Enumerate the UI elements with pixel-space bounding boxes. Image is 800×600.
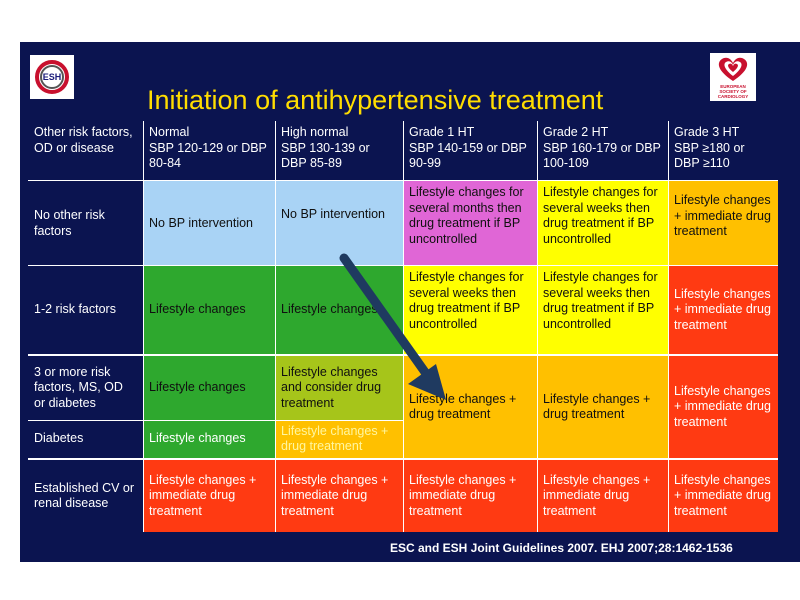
grid-line: [403, 121, 404, 532]
cell-row1-grade1: Lifestyle changes for several months the…: [403, 181, 537, 266]
grid-line: [275, 121, 276, 532]
row-label-established-cv: Established CV or renal disease: [34, 480, 135, 511]
cell-row3-normal: Lifestyle changes: [143, 356, 275, 420]
cell-row2-grade1: Lifestyle changes for several weeks then…: [403, 266, 537, 354]
cell-row5-grade2: Lifestyle changes + immediate drug treat…: [537, 460, 668, 532]
cell-row2-normal: Lifestyle changes: [143, 266, 275, 354]
column-header-high-normal: High normal SBP 130-139 or DBP 85-89: [275, 121, 403, 179]
esh-logo-icon: ESH: [30, 55, 74, 99]
column-subheading: SBP 130-139 or DBP 85-89: [281, 140, 370, 171]
cell-row2-grade2: Lifestyle changes for several weeks then…: [537, 266, 668, 354]
cell-row1-normal: No BP intervention: [143, 181, 275, 266]
cell-row5-grade1: Lifestyle changes + immediate drug treat…: [403, 460, 537, 532]
grid-line: [668, 121, 669, 532]
row-label-1-2-risk: 1-2 risk factors: [34, 302, 116, 317]
column-heading: Normal: [149, 125, 190, 139]
column-header-grade1: Grade 1 HT SBP 140-159 or DBP 90-99: [403, 121, 537, 179]
cell-row5-grade3: Lifestyle changes + immediate drug treat…: [668, 460, 778, 532]
cell-row3-grade3: Lifestyle changes + immediate drug treat…: [668, 356, 778, 458]
cell-row3-grade2: Lifestyle changes + drug treatment: [537, 356, 668, 458]
citation-footer: ESC and ESH Joint Guidelines 2007. EHJ 2…: [390, 541, 733, 555]
grid-line: [28, 420, 403, 421]
svg-text:ESH: ESH: [43, 72, 62, 82]
row-label-3-or-more: 3 or more risk factors, MS, OD or diabet…: [34, 364, 123, 410]
column-subheading: SBP 120-129 or DBP 80-84: [149, 140, 267, 171]
cell-row2-grade3: Lifestyle changes + immediate drug treat…: [668, 266, 778, 354]
row-label-diabetes: Diabetes: [34, 431, 84, 446]
column-header-grade3: Grade 3 HT SBP ≥180 or DBP ≥110: [668, 121, 778, 179]
cell-row1-grade2: Lifestyle changes for several weeks then…: [537, 181, 668, 266]
cell-diabetes-normal: Lifestyle changes: [143, 420, 275, 458]
column-header-grade2: Grade 2 HT SBP 160-179 or DBP 100-109: [537, 121, 668, 179]
row-label-no-risk: No other risk factors: [34, 208, 105, 238]
esc-logo-caption: EUROPEAN SOCIETY OF CARDIOLOGY: [717, 84, 749, 99]
column-heading: Grade 2 HT: [543, 125, 609, 139]
cell-row1-grade3: Lifestyle changes + immediate drug treat…: [668, 181, 778, 266]
column-heading: High normal: [281, 125, 349, 139]
slide-title: Initiation of antihypertensive treatment: [147, 85, 604, 115]
column-heading: Grade 3 HT: [674, 125, 740, 139]
column-header-risk-factors: Other risk factors, OD or disease: [34, 125, 133, 155]
cell-diabetes-high-normal: Lifestyle changes + drug treatment: [275, 420, 403, 458]
column-subheading: SBP 140-159 or DBP 90-99: [409, 140, 527, 171]
cell-row1-high-normal: No BP intervention: [275, 181, 403, 266]
grid-line: [537, 121, 538, 532]
column-subheading: SBP 160-179 or DBP 100-109: [543, 140, 661, 171]
column-heading: Grade 1 HT: [409, 125, 475, 139]
cell-row5-high-normal: Lifestyle changes + immediate drug treat…: [275, 460, 403, 532]
column-subheading: SBP ≥180 or DBP ≥110: [674, 140, 745, 171]
column-header-normal: Normal SBP 120-129 or DBP 80-84: [143, 121, 275, 179]
grid-line: [143, 121, 144, 532]
cell-row5-normal: Lifestyle changes + immediate drug treat…: [143, 460, 275, 532]
esc-heart-logo-icon: EUROPEAN SOCIETY OF CARDIOLOGY: [710, 53, 756, 101]
cell-row3-high-normal: Lifestyle changes and consider drug trea…: [275, 356, 403, 420]
